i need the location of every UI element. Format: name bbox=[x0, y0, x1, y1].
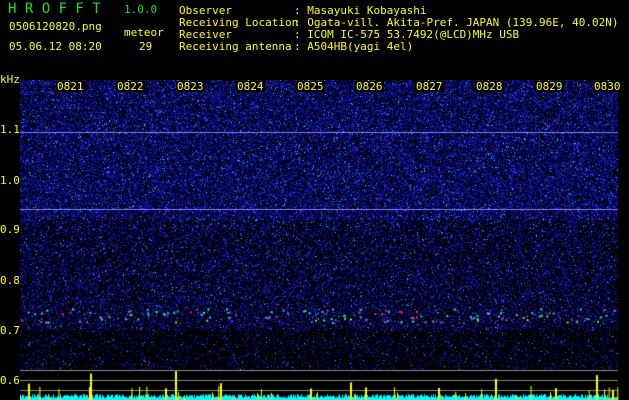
y-label: 1.0 bbox=[0, 174, 20, 187]
location-value: : Ogata-vill. Akita-Pref. JAPAN (139.96E… bbox=[294, 16, 619, 29]
time-label: 0823 bbox=[176, 80, 205, 93]
spectrogram bbox=[20, 80, 620, 400]
y-label: 0.9 bbox=[0, 223, 20, 236]
axis-unit: kHz bbox=[0, 73, 20, 86]
antenna-value: : A504HB(yagi 4el) bbox=[294, 40, 414, 53]
file-datetime: 05.06.12 08:20 bbox=[9, 40, 102, 53]
y-label: 0.8 bbox=[0, 274, 20, 287]
info-values: : Masayuki Kobayashi: Ogata-vill. Akita-… bbox=[294, 5, 619, 53]
y-label: 1.1 bbox=[0, 123, 20, 136]
time-label: 0825 bbox=[296, 80, 325, 93]
receiver-value: : ICOM IC-575 53.7492(@LCD)MHz USB bbox=[294, 28, 520, 41]
antenna-label: Receiving antenna bbox=[179, 40, 292, 53]
observer-label: Observer bbox=[179, 4, 232, 17]
file-name: 0506120820.png bbox=[9, 20, 102, 33]
time-label: 0830 bbox=[593, 80, 622, 93]
time-label: 0829 bbox=[535, 80, 564, 93]
y-label: 0.7 bbox=[0, 324, 20, 337]
time-label: 0821 bbox=[56, 80, 85, 93]
receiver-label: Receiver bbox=[179, 28, 232, 41]
observer-value: : Masayuki Kobayashi bbox=[294, 4, 427, 17]
y-label: 0.6 bbox=[0, 374, 20, 387]
time-label: 0827 bbox=[415, 80, 444, 93]
time-label: 0828 bbox=[475, 80, 504, 93]
app-title: H R O F F T bbox=[8, 1, 101, 17]
meteor-count: 29 bbox=[139, 40, 153, 53]
time-label: 0824 bbox=[236, 80, 265, 93]
meteor-label: meteor bbox=[124, 26, 164, 39]
location-label: Receiving Location bbox=[179, 16, 299, 29]
app-version: 1.0.0 bbox=[124, 3, 158, 16]
time-label: 0826 bbox=[355, 80, 384, 93]
info-labels: Observer Receiving Location Receiver Receiv… bbox=[179, 5, 298, 53]
time-label: 0822 bbox=[116, 80, 145, 93]
